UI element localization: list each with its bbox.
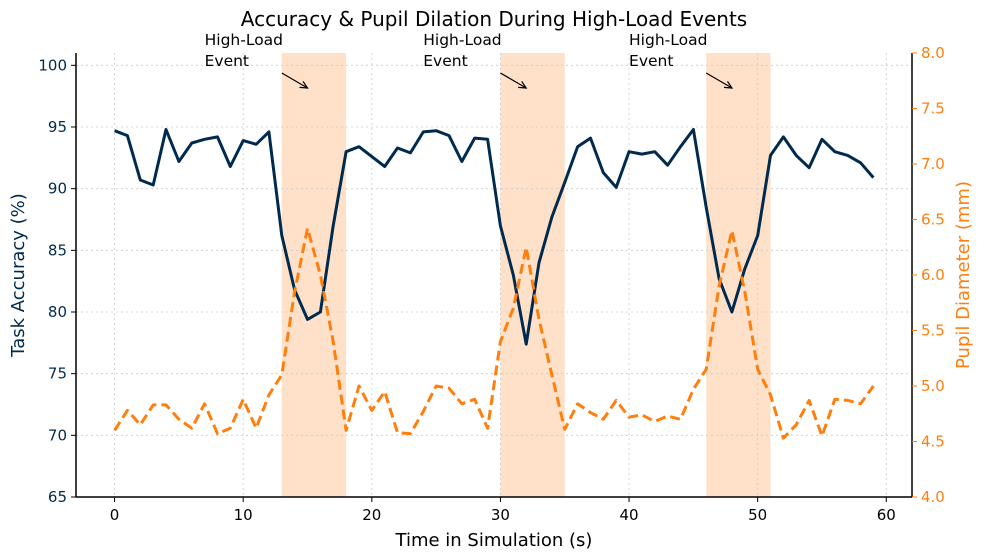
y-left-tick-label: 90 [48,180,67,198]
y-axis-right-label: Pupil Diameter (mm) [953,181,974,369]
x-tick-label: 0 [110,506,120,524]
data-lines [113,128,875,440]
x-tick-label: 30 [491,506,510,524]
event-label-1-line1: High-Load [205,31,283,49]
event-label-1-line2: Event [205,52,249,70]
x-tick-label: 20 [362,506,381,524]
event-arrowhead-3 [723,81,734,89]
x-tick-label: 10 [234,506,253,524]
y-left-tick-label: 80 [48,303,67,321]
y-left-tick-label: 100 [38,56,67,74]
event-arrowhead-1 [299,81,309,89]
event-band-3 [706,53,771,497]
event-label-3-line1: High-Load [629,31,707,49]
y-right-tick-label: 7.0 [921,155,945,173]
y-left-tick-label: 65 [48,488,67,506]
event-bands [281,53,771,497]
accuracy-line [114,128,875,346]
x-tick-label: 60 [877,506,896,524]
x-tick-label: 50 [748,506,767,524]
event-annotations: High-Load Event High-Load Event High-Load Eve… [205,31,734,89]
pupil-diameter-line [113,226,875,440]
event-arrow-3 [705,72,733,89]
y-right-tick-label: 5.0 [921,377,945,395]
y-left-tick-label: 75 [48,365,67,383]
y-right-tick-label: 8.0 [921,44,945,62]
y-axis-left-label: Task Accuracy (%) [8,193,29,358]
event-band-2 [500,53,565,497]
y-right-tick-label: 6.0 [921,266,945,284]
event-arrow-2 [500,72,527,89]
y-right-tick-label: 7.5 [921,100,945,118]
event-label-2-line2: Event [423,52,467,70]
event-arrow-1 [281,72,308,89]
y-left-tick-label: 70 [48,426,67,444]
y-right-tick-label: 6.5 [921,211,945,229]
grid-lines [76,53,912,498]
x-tick-label: 40 [619,506,638,524]
y-right-tick-label: 4.0 [921,488,945,506]
x-axis-label: Time in Simulation (s) [395,530,593,551]
event-label-2-line1: High-Load [423,31,501,49]
event-label-3-line2: Event [629,52,673,70]
y-right-tick-label: 4.5 [921,433,945,451]
y-left-tick-label: 85 [48,241,67,259]
y-right-tick-label: 5.5 [921,322,945,340]
axes: 0 10 20 30 40 50 60 65 70 75 80 85 90 95 100 4.0 4.5 5.0 5… [38,44,945,524]
event-arrowhead-2 [518,81,528,89]
chart-title: Accuracy & Pupil Dilation During High-Lo… [241,7,747,31]
y-left-tick-label: 95 [48,118,67,136]
